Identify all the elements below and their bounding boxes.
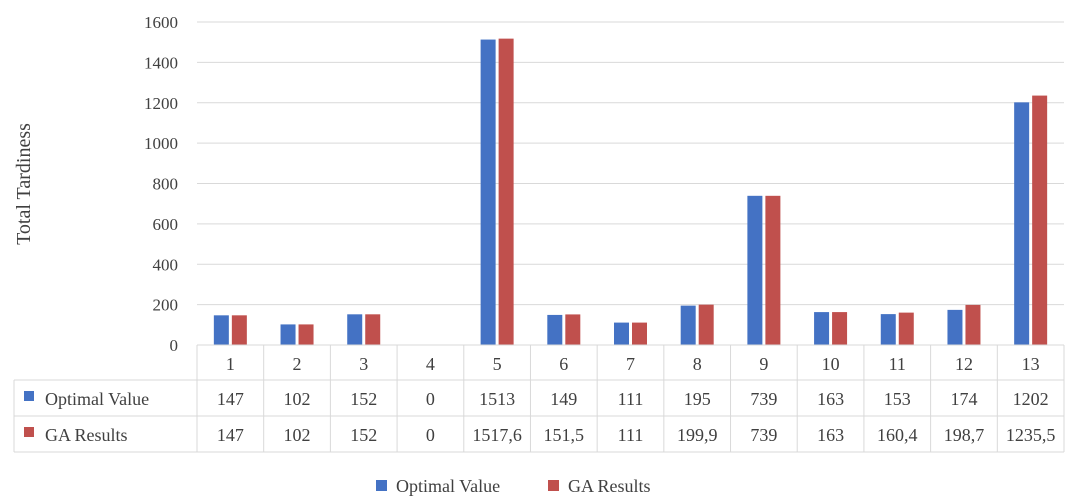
- table-cell-value: 163: [817, 425, 844, 445]
- table-legend-key: [24, 427, 34, 437]
- table-cell-value: 0: [426, 425, 435, 445]
- bar-optimal-value: [547, 314, 563, 345]
- table-cell-value: 102: [284, 389, 311, 409]
- bar-optimal-value: [1014, 102, 1030, 345]
- x-tick-label: 5: [493, 354, 502, 374]
- x-tick-label: 4: [426, 354, 435, 374]
- bar-ga-results: [498, 38, 514, 346]
- bar-optimal-value: [213, 315, 229, 345]
- table-cell-value: 163: [817, 389, 844, 409]
- bar-optimal-value: [614, 322, 629, 345]
- bar-optimal-value: [747, 195, 763, 345]
- x-tick-label: 11: [889, 354, 906, 374]
- y-tick-label: 400: [153, 255, 179, 274]
- bar-ga-results: [965, 304, 981, 345]
- bar-optimal-value: [280, 324, 296, 345]
- table-legend-key: [24, 391, 34, 401]
- table-cell-value: 147: [217, 389, 244, 409]
- table-cell-value: 198,7: [944, 425, 985, 445]
- bar-optimal-value: [480, 39, 496, 346]
- x-tick-label: 2: [293, 354, 302, 374]
- table-cell-value: 174: [950, 389, 977, 409]
- bar-ga-results: [898, 312, 914, 345]
- x-tick-label: 1: [226, 354, 235, 374]
- y-tick-label: 1000: [144, 134, 178, 153]
- y-tick-label: 0: [170, 336, 179, 355]
- bar-ga-results: [1032, 95, 1048, 345]
- legend-swatch: [548, 480, 559, 491]
- table-cell-value: 149: [550, 389, 577, 409]
- table-cell-value: 0: [426, 389, 435, 409]
- y-tick-label: 1400: [144, 53, 178, 72]
- y-tick-label: 200: [153, 296, 179, 315]
- gridlines: [197, 21, 1064, 306]
- table-cell-value: 152: [350, 389, 377, 409]
- y-axis-label: Total Tardiness: [13, 123, 35, 245]
- x-tick-label: 13: [1022, 354, 1040, 374]
- table-cell-value: 102: [284, 425, 311, 445]
- x-tick-label: 3: [359, 354, 368, 374]
- table-cell-value: 199,9: [677, 425, 718, 445]
- bar-ga-results: [632, 322, 647, 345]
- bar-ga-results: [832, 312, 848, 345]
- table-cell-value: 111: [618, 389, 644, 409]
- legend-swatch: [376, 480, 387, 491]
- bars: [213, 38, 1048, 346]
- bar-ga-results: [565, 314, 581, 345]
- bar-optimal-value: [880, 314, 896, 345]
- x-tick-label: 7: [626, 354, 635, 374]
- table-series-name: Optimal Value: [45, 389, 149, 409]
- x-tick-label: 10: [822, 354, 840, 374]
- x-tick-label: 9: [759, 354, 768, 374]
- y-tick-label: 600: [153, 215, 179, 234]
- bar-ga-results: [365, 314, 381, 345]
- table-cell-value: 1513: [479, 389, 515, 409]
- bar-optimal-value: [947, 309, 963, 345]
- legend-label: GA Results: [568, 476, 651, 496]
- table-series-name: GA Results: [45, 425, 128, 445]
- table-cell-value: 195: [684, 389, 711, 409]
- table-cell-value: 160,4: [877, 425, 918, 445]
- table-cell-value: 739: [750, 425, 777, 445]
- x-tick-label: 12: [955, 354, 973, 374]
- x-tick-label: 8: [693, 354, 702, 374]
- table-cell-value: 1202: [1013, 389, 1049, 409]
- table-cell-value: 739: [750, 389, 777, 409]
- table-cell-value: 1235,5: [1006, 425, 1056, 445]
- table-cell-value: 153: [884, 389, 911, 409]
- legend-label: Optimal Value: [396, 476, 500, 496]
- bar-ga-results: [231, 315, 247, 345]
- table-cell-value: 151,5: [544, 425, 585, 445]
- y-tick-label: 1200: [144, 94, 178, 113]
- y-tick-label: 800: [153, 175, 179, 194]
- bar-optimal-value: [814, 312, 830, 345]
- bar-ga-results: [298, 324, 314, 345]
- legend: Optimal Value GA Results: [376, 476, 651, 496]
- bar-ga-results: [765, 195, 781, 345]
- table-cell-value: 152: [350, 425, 377, 445]
- y-tick-label: 1600: [144, 13, 178, 32]
- table-cell-value: 147: [217, 425, 244, 445]
- y-axis-ticks: 0 200 400 600 800 1000 1200 1400 1600: [144, 13, 178, 355]
- bar-optimal-value: [347, 314, 363, 345]
- bar-ga-results: [698, 304, 714, 345]
- x-tick-label: 6: [559, 354, 568, 374]
- table-cell-value: 111: [618, 425, 644, 445]
- table-cell-value: 1517,6: [472, 425, 522, 445]
- bar-optimal-value: [680, 305, 696, 345]
